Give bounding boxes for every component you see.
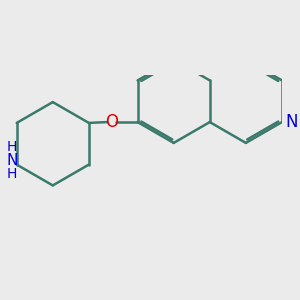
Text: N: N	[6, 153, 17, 168]
Text: H: H	[7, 167, 17, 181]
Text: N: N	[285, 113, 298, 131]
Text: H: H	[7, 140, 17, 154]
Text: O: O	[105, 113, 118, 131]
